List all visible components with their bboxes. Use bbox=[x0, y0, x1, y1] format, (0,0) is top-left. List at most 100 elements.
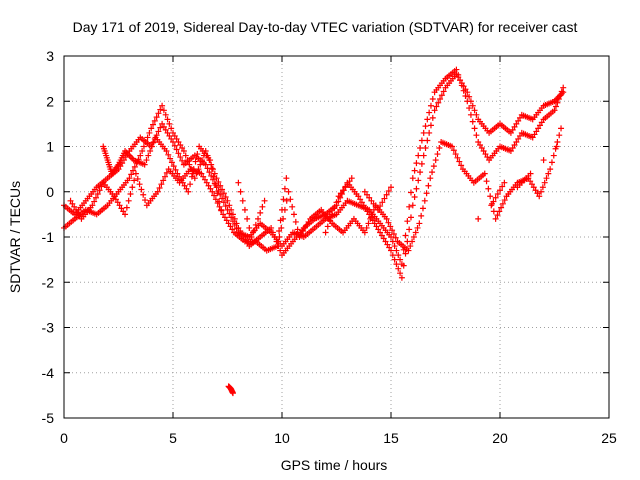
data-point-interp bbox=[289, 203, 296, 210]
data-point-interp bbox=[140, 191, 147, 198]
data-point-interp bbox=[157, 106, 164, 113]
data-point-interp bbox=[163, 169, 170, 176]
data-point-interp bbox=[458, 162, 465, 169]
data-point-interp bbox=[511, 141, 518, 148]
data-point-interp bbox=[383, 191, 390, 198]
data-point-interp bbox=[158, 181, 165, 188]
data-point-interp bbox=[212, 181, 219, 188]
data-point-interp bbox=[156, 184, 163, 191]
data-point-interp bbox=[467, 111, 474, 118]
data-point-interp bbox=[190, 166, 197, 173]
data-point-interp bbox=[165, 151, 172, 158]
data-point-interp bbox=[287, 196, 294, 203]
data-point-interp bbox=[554, 99, 561, 106]
data-point-interp bbox=[216, 203, 223, 210]
data-point-interp bbox=[150, 138, 157, 145]
data-point-interp bbox=[172, 166, 179, 173]
data-point-interp bbox=[220, 190, 227, 197]
data-point-interp bbox=[406, 203, 413, 210]
data-point-interp bbox=[187, 181, 194, 188]
data-point-interp bbox=[222, 203, 229, 210]
data-point-interp bbox=[555, 95, 562, 102]
data-point-interp bbox=[509, 145, 516, 152]
data-point-interp bbox=[395, 252, 402, 259]
data-point-interp bbox=[140, 143, 147, 150]
data-point-interp bbox=[333, 199, 340, 206]
data-point bbox=[202, 161, 209, 168]
data-point-interp bbox=[146, 129, 153, 136]
data-point-interp bbox=[386, 244, 393, 251]
data-point-interp bbox=[450, 147, 457, 154]
data-point-interp bbox=[250, 227, 257, 234]
data-point-interp bbox=[183, 185, 190, 192]
data-point-interp bbox=[278, 224, 285, 231]
data-point-interp bbox=[385, 187, 392, 194]
data-point-interp bbox=[393, 247, 400, 254]
data-point-interp bbox=[490, 208, 497, 215]
data-point-interp bbox=[466, 105, 473, 112]
data-point-interp bbox=[112, 196, 119, 203]
x-tick-label: 15 bbox=[383, 430, 399, 446]
data-point-interp bbox=[162, 126, 169, 133]
data-point-interp bbox=[456, 158, 463, 165]
data-point-interp bbox=[477, 141, 484, 148]
data-point bbox=[348, 175, 355, 182]
data-point-interp bbox=[387, 223, 394, 230]
data-point bbox=[551, 107, 558, 114]
data-point bbox=[416, 220, 423, 227]
data-point-interp bbox=[379, 199, 386, 206]
data-point-interp bbox=[407, 189, 414, 196]
data-point-interp bbox=[427, 102, 434, 109]
data-point bbox=[388, 184, 394, 191]
data-point-interp bbox=[120, 208, 127, 215]
data-point-interp bbox=[207, 185, 214, 192]
data-point bbox=[217, 206, 224, 213]
data-point-interp bbox=[168, 135, 175, 142]
data-point-interp bbox=[501, 197, 508, 204]
data-point-interp bbox=[530, 184, 537, 191]
data-point-interp bbox=[129, 184, 136, 191]
data-point-interp bbox=[377, 203, 384, 210]
data-point-interp bbox=[116, 202, 123, 209]
data-point-interp bbox=[409, 238, 416, 245]
data-point-interp bbox=[114, 199, 121, 206]
data-point bbox=[248, 234, 255, 240]
data-point bbox=[224, 206, 231, 213]
data-point-interp bbox=[434, 151, 441, 158]
data-point-interp bbox=[203, 179, 210, 186]
data-point-interp bbox=[231, 221, 238, 228]
data-point-interp bbox=[138, 186, 145, 193]
data-point-interp bbox=[455, 71, 462, 78]
data-point bbox=[159, 102, 166, 109]
data-point-interp bbox=[367, 215, 374, 222]
data-point-interp bbox=[411, 167, 418, 174]
data-point-interp bbox=[96, 187, 103, 194]
data-point-interp bbox=[429, 95, 436, 102]
data-point-interp bbox=[175, 138, 182, 145]
data-point bbox=[159, 120, 166, 127]
data-point bbox=[475, 215, 482, 222]
data-point-interp bbox=[402, 232, 409, 239]
data-point-interp bbox=[509, 126, 516, 133]
data-point-interp bbox=[160, 107, 167, 114]
data-point bbox=[449, 143, 456, 150]
data-point-interp bbox=[229, 211, 236, 218]
data-point-interp bbox=[69, 200, 76, 207]
data-point-interp bbox=[483, 178, 490, 185]
data-point-interp bbox=[177, 141, 184, 148]
data-point-interp bbox=[130, 167, 137, 174]
data-point-interp bbox=[365, 220, 372, 227]
data-point-interp bbox=[94, 191, 101, 198]
data-point-interp bbox=[72, 206, 79, 213]
data-point-interp bbox=[515, 117, 522, 124]
data-point-interp bbox=[422, 123, 429, 130]
y-tick-label: -4 bbox=[42, 365, 55, 381]
data-point bbox=[185, 188, 192, 195]
data-point-interp bbox=[411, 194, 418, 201]
data-point-interp bbox=[259, 203, 266, 210]
data-point-interp bbox=[205, 182, 212, 189]
data-point-interp bbox=[294, 226, 301, 233]
data-point-interp bbox=[324, 223, 331, 230]
data-point-interp bbox=[415, 152, 422, 159]
data-point bbox=[547, 166, 554, 173]
